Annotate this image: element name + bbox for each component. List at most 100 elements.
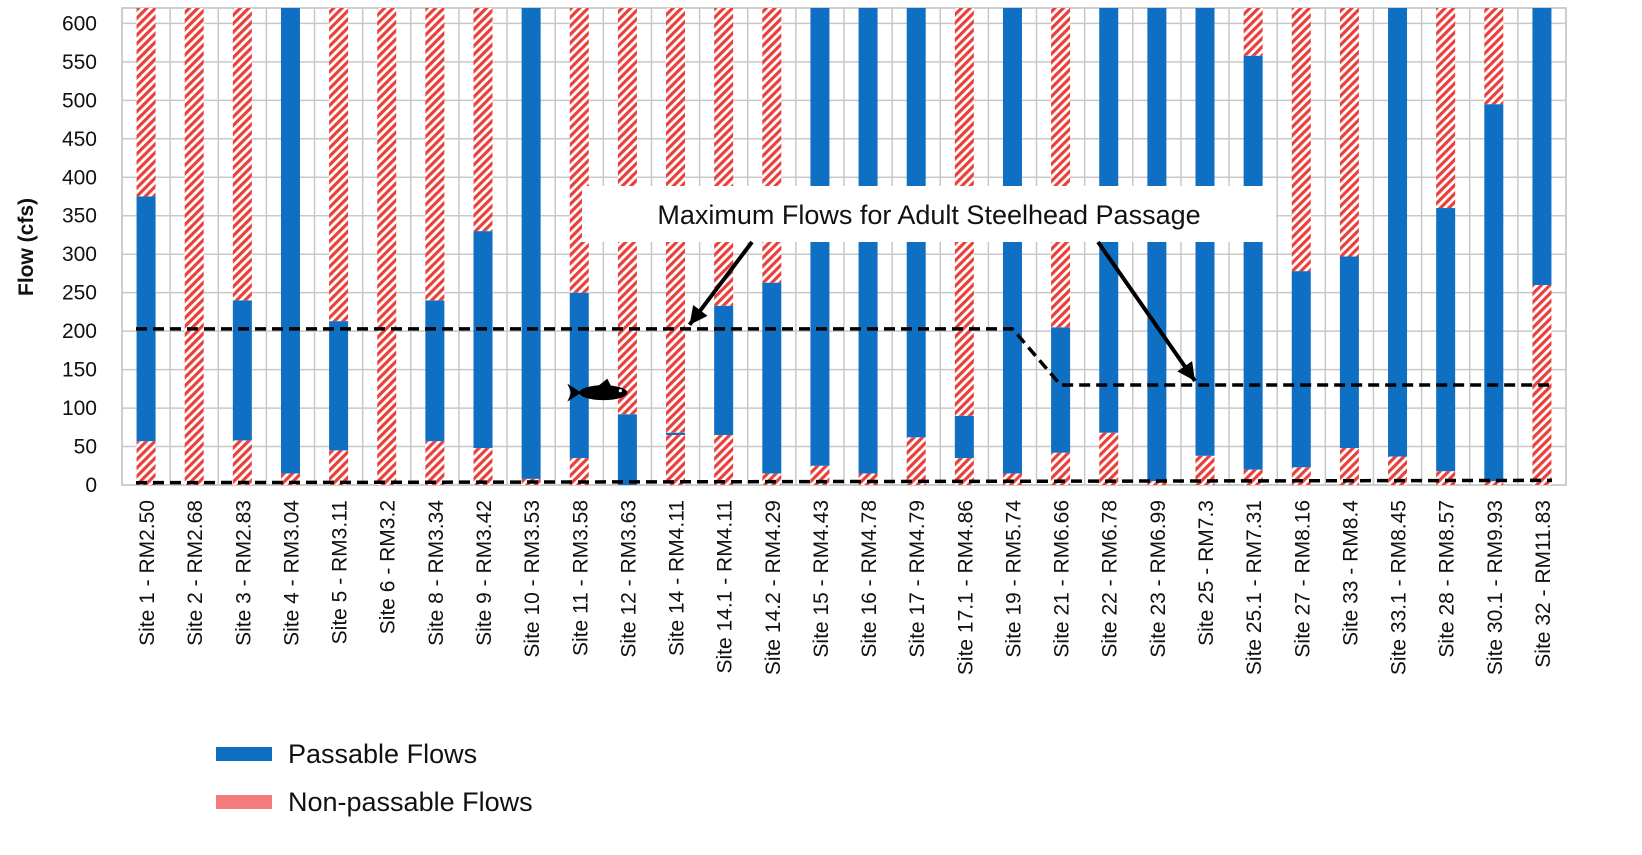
- annotation-text: Maximum Flows for Adult Steelhead Passag…: [657, 200, 1200, 230]
- bar-non-passable-low: [1436, 471, 1456, 485]
- bar-group: [1195, 8, 1215, 485]
- bar-non-passable-high: [473, 8, 493, 232]
- bar-non-passable-high: [714, 8, 734, 306]
- x-tick-label: Site 16 - RM4.78: [858, 500, 881, 658]
- legend-label-passable: Passable Flows: [288, 738, 478, 769]
- bar-non-passable-low: [666, 434, 686, 485]
- bar-group: [1243, 8, 1263, 485]
- legend-item-passable: Passable Flows: [216, 730, 533, 778]
- bar-passable: [569, 292, 589, 459]
- bar-non-passable-low: [1147, 481, 1167, 485]
- x-tick-label: Site 21 - RM6.66: [1051, 500, 1074, 658]
- bar-group: [521, 8, 541, 485]
- y-tick-label: 250: [62, 282, 97, 305]
- bar-non-passable-high: [329, 8, 349, 322]
- bar-non-passable-low: [1484, 481, 1504, 485]
- bar-passable: [521, 8, 541, 479]
- x-tick-label: Site 19 - RM5.74: [1002, 500, 1025, 658]
- annotation-arrow: [1096, 240, 1197, 383]
- bar-passable: [1436, 208, 1456, 472]
- x-tick-label: Site 33 - RM8.4: [1339, 500, 1362, 646]
- bar-group: [666, 8, 686, 485]
- bar-non-passable-high: [1436, 8, 1456, 209]
- annotation: Maximum Flows for Adult Steelhead Passag…: [567, 186, 1276, 402]
- bar-group: [858, 8, 878, 485]
- bar-non-passable-low: [714, 434, 734, 485]
- bar-passable: [1051, 327, 1071, 453]
- bar-non-passable-high: [136, 8, 156, 197]
- bar-non-passable-low: [762, 473, 782, 485]
- x-tick-label: Site 25 - RM7.3: [1195, 500, 1218, 646]
- x-tick-label: Site 28 - RM8.57: [1436, 500, 1459, 658]
- bar-group: [1002, 8, 1022, 485]
- bar-non-passable-low: [425, 441, 445, 485]
- bar-non-passable-low: [1099, 432, 1119, 485]
- bar-passable: [666, 432, 686, 435]
- bar-group: [1291, 8, 1311, 485]
- x-tick-label: Site 25.1 - RM7.31: [1243, 500, 1266, 675]
- y-tick-label: 550: [62, 51, 97, 74]
- bar-non-passable-high: [232, 8, 252, 301]
- bar-passable: [473, 231, 493, 449]
- bar-passable: [1388, 8, 1408, 457]
- bar-group: [1532, 8, 1552, 485]
- bar-passable: [714, 305, 734, 435]
- x-tick-label: Site 17 - RM4.79: [906, 500, 929, 658]
- y-axis-label: Flow (cfs): [15, 198, 38, 296]
- x-tick-label: Site 2 - RM2.68: [184, 500, 207, 646]
- x-tick-label: Site 30.1 - RM9.93: [1484, 500, 1507, 675]
- bar-passable: [425, 300, 445, 442]
- y-tick-label: 350: [62, 205, 97, 228]
- legend-swatch-non-passable: [216, 795, 272, 809]
- x-tick-label: Site 1 - RM2.50: [136, 500, 159, 646]
- bar-non-passable-high: [1339, 8, 1359, 257]
- bar-passable: [1484, 104, 1504, 482]
- bar-non-passable-low: [473, 448, 493, 485]
- bar-passable: [232, 300, 252, 441]
- bar-non-passable-low: [280, 473, 300, 485]
- x-tick-label: Site 12 - RM3.63: [617, 500, 640, 658]
- bar-group: [954, 8, 974, 485]
- bar-passable: [762, 282, 782, 474]
- bar-non-passable-low: [906, 437, 926, 485]
- bar-group: [810, 8, 830, 485]
- bar-non-passable-high: [569, 8, 589, 293]
- bar-non-passable-low: [1243, 469, 1263, 485]
- y-tick-label: 400: [62, 166, 97, 189]
- x-tick-label: Site 27 - RM8.16: [1291, 500, 1314, 658]
- bar-passable: [1291, 271, 1311, 468]
- x-tick-label: Site 4 - RM3.04: [280, 500, 303, 646]
- y-tick-label: 50: [74, 436, 97, 459]
- bar-group: [425, 8, 445, 485]
- x-tick-label: Site 15 - RM4.43: [810, 500, 833, 658]
- bar-group: [232, 8, 252, 485]
- bar-passable: [136, 196, 156, 442]
- bar-group: [1436, 8, 1456, 485]
- bar-group: [184, 8, 204, 485]
- annotation-arrowhead: [689, 305, 708, 325]
- y-tick-label: 300: [62, 243, 97, 266]
- x-tick-label: Site 8 - RM3.34: [425, 500, 448, 646]
- x-tick-label: Site 3 - RM2.83: [232, 500, 255, 646]
- bar-group: [1484, 8, 1504, 485]
- fish-tail: [567, 383, 582, 402]
- bar-passable: [329, 321, 349, 451]
- bars: [136, 8, 1552, 485]
- fish-icon: [567, 378, 628, 402]
- y-tick-label: 0: [85, 474, 97, 497]
- bar-group: [906, 8, 926, 485]
- annotation-box: [582, 186, 1276, 242]
- bar-non-passable-low: [1195, 455, 1215, 485]
- legend: Passable Flows Non-passable Flows: [216, 730, 533, 826]
- bar-group: [1388, 8, 1408, 485]
- bar-non-passable-low: [1051, 452, 1071, 485]
- gridlines: [121, 7, 1567, 486]
- bar-group: [329, 8, 349, 485]
- bar-group: [377, 8, 397, 485]
- bar-group: [1147, 8, 1167, 485]
- flow-threshold-lines: [135, 327, 1553, 485]
- bar-non-passable-high: [1484, 8, 1504, 105]
- bar-passable: [954, 415, 974, 459]
- bar-group: [136, 8, 156, 485]
